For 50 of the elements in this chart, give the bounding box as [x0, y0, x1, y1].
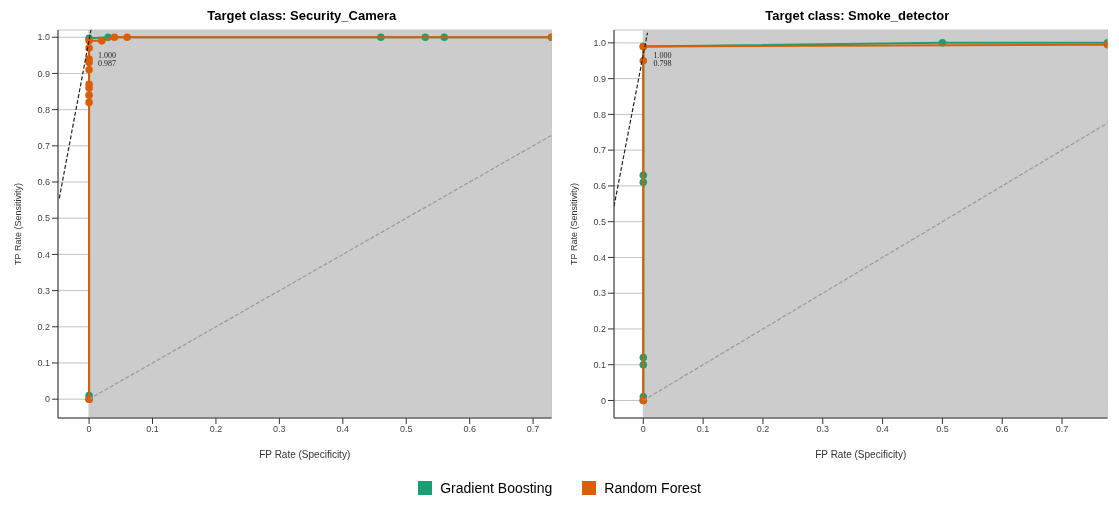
annotation: 0.798: [653, 59, 672, 68]
y-tick-label: 0.1: [37, 358, 50, 369]
x-tick-label: 0.7: [526, 424, 540, 435]
chart-title: Target class: Smoke_detector: [764, 8, 951, 25]
y-tick-label: 0.2: [37, 321, 50, 332]
x-tick-label: 0.1: [696, 424, 709, 435]
x-axis-title: FP Rate (Specificity): [814, 449, 906, 460]
legend-label: Random Forest: [604, 480, 701, 496]
x-tick-label: 0.2: [209, 424, 223, 435]
x-tick-label: 0.7: [1055, 424, 1068, 435]
x-tick-label: 0.4: [875, 424, 889, 435]
annotation: 1.000: [653, 51, 672, 60]
y-tick-label: 0.6: [37, 177, 50, 188]
chart-title: Target class: Security_Camera: [206, 8, 398, 25]
x-tick-label: 0.5: [399, 424, 413, 435]
y-tick-label: 0.6: [592, 181, 606, 192]
y-tick-label: 0.4: [592, 252, 606, 263]
y-tick-label: 0.4: [37, 249, 50, 260]
legend-label: Gradient Boosting: [440, 480, 553, 496]
x-tick-label: 0: [86, 424, 92, 435]
x-tick-label: 0.3: [816, 424, 829, 435]
y-tick-label: 0.7: [592, 145, 606, 156]
y-tick-label: 1.0: [592, 38, 606, 49]
annotation: 0.987: [98, 59, 116, 68]
x-axis-title: FP Rate (Specificity): [259, 449, 351, 460]
x-tick-label: 0.4: [336, 424, 350, 435]
y-tick-label: 1.0: [37, 32, 50, 43]
x-tick-label: 0.3: [273, 424, 286, 435]
y-tick-label: 0: [44, 394, 50, 405]
x-tick-label: 0.2: [756, 424, 769, 435]
y-tick-label: 0.9: [37, 68, 50, 79]
y-tick-label: 0.3: [592, 288, 606, 299]
y-tick-label: 0.5: [592, 216, 606, 227]
y-tick-label: 0.3: [37, 285, 50, 296]
x-tick-label: 0: [640, 424, 646, 435]
y-tick-label: 0.2: [592, 324, 606, 335]
y-tick-label: 0: [600, 395, 606, 406]
x-tick-label: 0.6: [995, 424, 1008, 435]
y-tick-label: 0.7: [37, 141, 50, 152]
y-tick-label: 0.1: [592, 359, 606, 370]
y-tick-label: 0.9: [592, 73, 606, 84]
y-tick-label: 0.5: [37, 213, 50, 224]
x-tick-label: 0.1: [146, 424, 159, 435]
annotation: 1.000: [98, 51, 116, 60]
y-tick-label: 0.8: [592, 109, 606, 120]
y-axis-title: TP Rate (Sensitivity): [13, 183, 24, 265]
y-axis-title: TP Rate (Sensitivity): [568, 183, 579, 265]
y-tick-label: 0.8: [37, 104, 50, 115]
x-tick-label: 0.5: [935, 424, 949, 435]
x-tick-label: 0.6: [463, 424, 476, 435]
